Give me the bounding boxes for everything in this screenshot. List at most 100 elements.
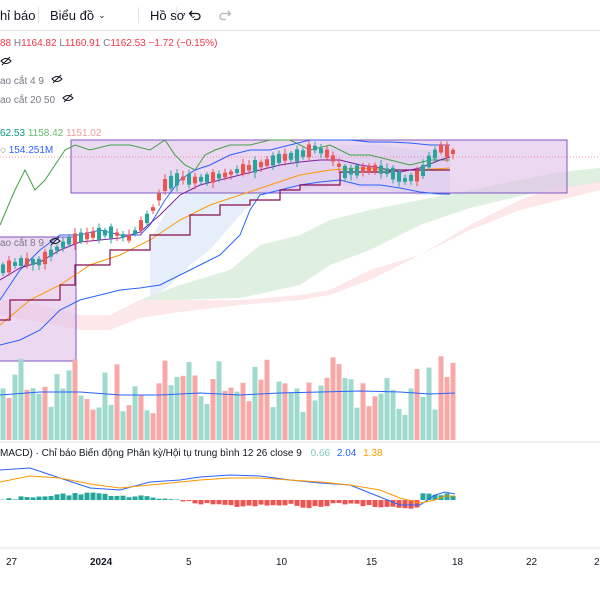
macd-histogram-bar <box>348 500 354 504</box>
x-axis-tick: 27 <box>6 557 18 568</box>
macd-histogram-bar <box>318 500 324 507</box>
macd-histogram-bar <box>36 496 42 500</box>
macd-histogram-bar <box>84 492 90 500</box>
volume-bar <box>342 378 348 440</box>
macd-histogram-bar <box>96 493 102 500</box>
macd-value-line: 2.04 <box>336 448 357 459</box>
undo-button[interactable] <box>186 6 204 24</box>
volume-bar <box>204 403 210 440</box>
macd-histogram-bar <box>432 494 438 500</box>
volume-bar <box>156 383 162 440</box>
high-value: 1164.82 <box>21 38 57 49</box>
indicators-button[interactable]: hỉ báo <box>0 6 35 24</box>
macd-histogram-bar <box>336 500 342 504</box>
candle-body <box>319 148 323 154</box>
eye-crossed-icon[interactable] <box>62 93 74 103</box>
high-label: H <box>13 38 22 49</box>
candle-body <box>187 173 191 185</box>
candle-body <box>199 176 203 182</box>
eye-crossed-icon[interactable] <box>50 74 63 84</box>
macd-histogram-bar <box>42 496 48 500</box>
price-tag: 62.53 <box>0 128 26 139</box>
macd-histogram-bar <box>414 500 420 508</box>
macd-histogram-bar <box>60 493 66 500</box>
candle-body <box>223 172 227 178</box>
candle-body <box>397 171 401 182</box>
redo-icon <box>219 10 232 21</box>
volume-bar <box>120 411 126 440</box>
volume-bar <box>210 379 216 440</box>
price-tag: 1158.42 <box>27 128 64 139</box>
macd-signal-line <box>0 475 455 504</box>
volume-bar <box>282 383 288 440</box>
redo-button[interactable] <box>216 6 234 24</box>
chart-menu-button[interactable]: Biểu đồ ⌄ <box>50 6 106 24</box>
candle-body <box>277 153 281 163</box>
macd-histogram-bar <box>408 500 414 509</box>
chart-menu-label: Biểu đồ <box>50 7 95 23</box>
ma-overlay-legend[interactable]: ao cắt 8 9 <box>0 236 61 249</box>
candle-body <box>43 251 47 265</box>
volume-bar <box>294 388 300 440</box>
candle-body <box>235 168 239 174</box>
volume-bar <box>60 388 66 440</box>
candle-body <box>295 149 299 162</box>
candle-body <box>181 176 185 181</box>
volume-bar <box>354 407 360 440</box>
macd-histogram-bar <box>12 499 18 500</box>
candle-body <box>169 175 173 189</box>
volume-bar <box>192 375 198 440</box>
volume-bar <box>102 372 108 440</box>
candle-body <box>127 234 131 241</box>
candle-body <box>205 174 209 183</box>
candle-body <box>259 162 263 168</box>
volume-bar <box>336 364 342 440</box>
candle-body <box>241 164 245 175</box>
volume-bar <box>36 393 42 440</box>
candle-body <box>373 164 377 172</box>
volume-bar <box>234 391 240 440</box>
macd-histogram-bar <box>228 500 234 506</box>
macd-histogram-bar <box>384 500 390 507</box>
volume-bar <box>24 389 30 440</box>
candle-body <box>67 236 71 245</box>
candle-body <box>115 232 119 236</box>
indicator-legend-row[interactable]: ao cắt 4 9 <box>0 74 63 87</box>
candle-body <box>1 264 5 274</box>
macd-histogram-bar <box>132 496 138 500</box>
eye-crossed-icon[interactable] <box>48 236 61 246</box>
volume-bar <box>378 393 384 440</box>
candle-body <box>121 234 125 238</box>
volume-bar <box>126 405 132 440</box>
macd-histogram-bar <box>402 500 408 509</box>
macd-histogram-bar <box>192 500 198 504</box>
candlestick-series[interactable] <box>1 139 455 277</box>
macd-histogram-bar <box>6 498 12 500</box>
macd-histogram-bar <box>288 500 294 504</box>
macd-histogram-bar <box>372 500 378 508</box>
volume-bar <box>426 367 432 440</box>
macd-histogram-bar <box>360 500 366 507</box>
candle-body <box>427 155 431 168</box>
candle-body <box>367 165 371 173</box>
volume-bar <box>228 387 234 440</box>
macd-histogram-bar <box>222 500 228 505</box>
hidden-indicator-icon[interactable] <box>0 56 12 69</box>
candle-body <box>409 174 413 182</box>
candle-body <box>379 165 383 174</box>
candle-body <box>145 213 149 224</box>
range-highlight-box-2[interactable] <box>0 236 77 362</box>
ichimoku-cloud-green <box>140 168 600 300</box>
candle-body <box>343 165 347 179</box>
toolbar-divider <box>138 7 139 23</box>
candle-body <box>7 260 11 273</box>
volume-ma-line <box>0 390 456 396</box>
candle-body <box>61 241 65 248</box>
volume-bar <box>108 404 114 440</box>
volume-bar <box>384 378 390 440</box>
volume-bar <box>168 385 174 440</box>
indicator-legend-row[interactable]: ao cắt 20 50 <box>0 93 74 106</box>
close-label: C <box>103 38 111 49</box>
macd-histogram-bar <box>378 500 384 508</box>
